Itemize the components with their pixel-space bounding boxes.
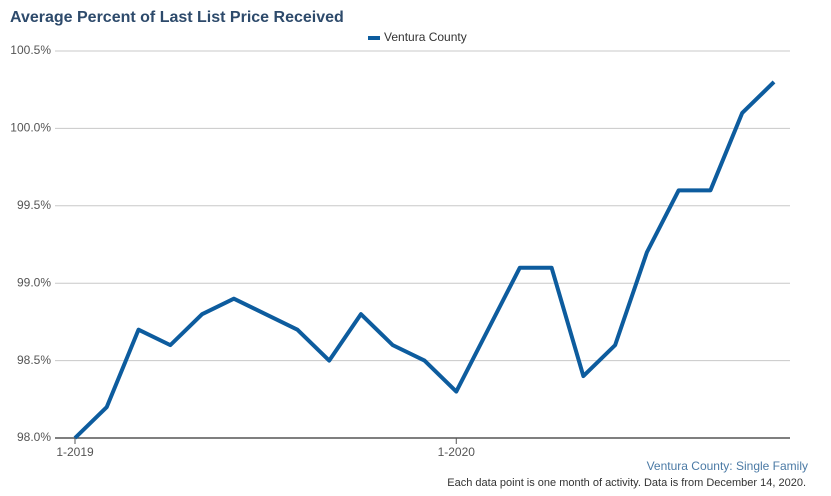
source: Ventura County: Single Family <box>647 459 808 473</box>
chart-title: Average Percent of Last List Price Recei… <box>10 9 344 26</box>
y-tick-label: 99.5% <box>17 198 51 212</box>
line-series <box>73 80 776 440</box>
y-tick-label: 100.0% <box>10 121 51 135</box>
x-tick-label: 1-2020 <box>438 445 476 459</box>
y-tick-label: 100.5% <box>10 43 51 57</box>
y-tick-label: 98.0% <box>17 430 51 444</box>
y-tick-label: 99.0% <box>17 275 51 289</box>
legend-label: Ventura County <box>384 30 467 44</box>
note: Each data point is one month of activity… <box>447 477 806 489</box>
y-tick-label: 98.5% <box>17 353 51 367</box>
x-tick-label: 1-2019 <box>56 445 94 459</box>
